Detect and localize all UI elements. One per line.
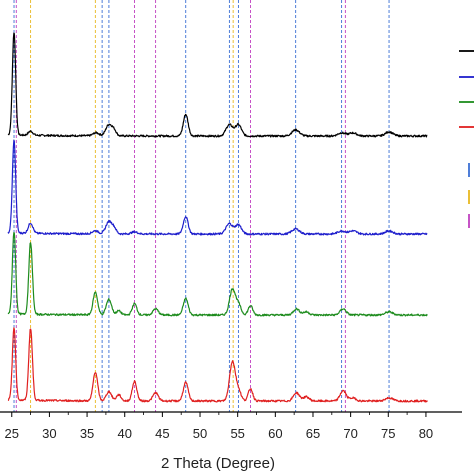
- x-tick-label: 75: [381, 426, 395, 441]
- x-tick-label: 30: [42, 426, 56, 441]
- reference-lines: [13, 0, 390, 412]
- x-tick-label: 70: [343, 426, 357, 441]
- x-tick-label: 55: [230, 426, 244, 441]
- pattern-line-3: [7, 232, 428, 317]
- x-tick-label: 40: [117, 426, 131, 441]
- pattern-line-4: [7, 327, 428, 403]
- diffraction-patterns: [7, 32, 428, 403]
- x-tick-label: 25: [5, 426, 19, 441]
- x-tick-label: 65: [306, 426, 320, 441]
- x-tick-label: 45: [155, 426, 169, 441]
- x-axis-title: 2 Theta (Degree): [161, 455, 275, 472]
- pattern-line-1: [7, 32, 428, 138]
- legend: [459, 50, 474, 228]
- x-axis: 25 30 35 40 45 50 55 60 65 70 75 80: [0, 411, 462, 441]
- x-tick-label: 50: [193, 426, 207, 441]
- x-tick-label: 60: [268, 426, 282, 441]
- x-tick-label: 35: [80, 426, 94, 441]
- pattern-line-2: [7, 139, 428, 236]
- x-tick-label: 80: [419, 426, 433, 441]
